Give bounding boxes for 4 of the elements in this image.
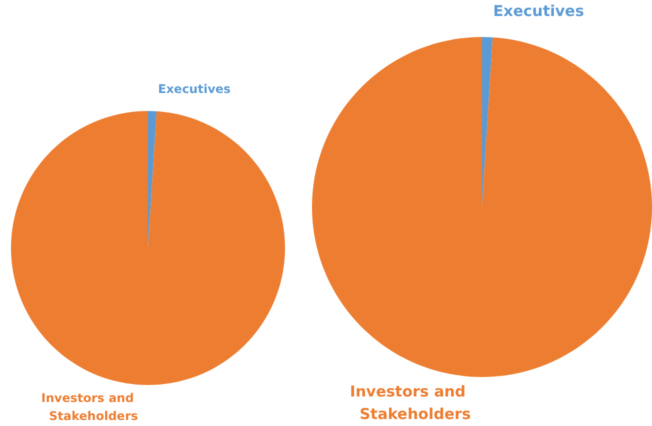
slice-label: Executives	[493, 2, 584, 20]
slice-label: Investors and Stakeholders	[350, 382, 471, 424]
slice-label: Investors and Stakeholders	[41, 390, 138, 423]
slice-label: Executives	[158, 82, 231, 96]
